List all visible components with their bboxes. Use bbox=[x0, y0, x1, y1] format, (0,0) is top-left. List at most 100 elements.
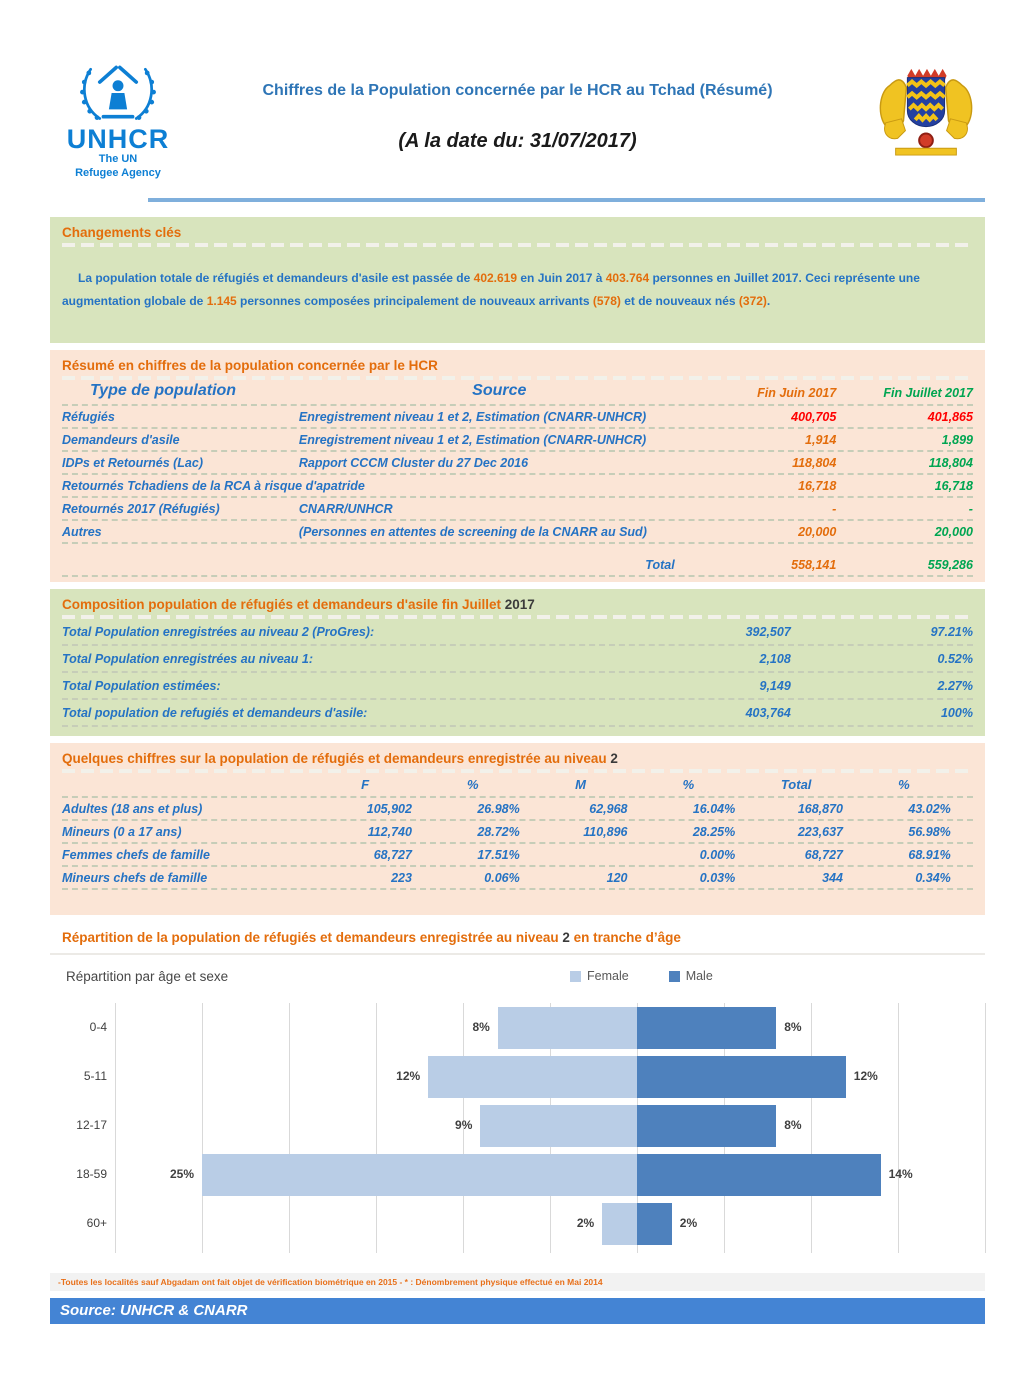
summary-table: Type de population Source Fin Juin 2017 … bbox=[62, 380, 973, 577]
cell-source: (Personnes en attentes de screening de l… bbox=[298, 525, 647, 539]
cell-type: Demandeurs d'asile bbox=[62, 433, 180, 447]
unhcr-emblem-icon bbox=[80, 65, 156, 120]
chart-title: Répartition par âge et sexe bbox=[66, 969, 229, 984]
paragraph-segment: personnes composées principalement de no… bbox=[236, 293, 593, 308]
total-juin: 558,141 bbox=[791, 558, 837, 572]
paragraph-segment: 402.619 bbox=[473, 271, 518, 285]
cell-value: 223,637 bbox=[797, 825, 844, 839]
header-divider bbox=[148, 198, 985, 202]
cell-value: 112,740 bbox=[367, 825, 412, 839]
summary-table-row: Retournés Tchadiens de la RCA à risque d… bbox=[62, 475, 973, 498]
figures-col-header: % bbox=[682, 777, 695, 792]
legend-label-male: Male bbox=[685, 969, 713, 983]
title-number: 2 bbox=[562, 930, 570, 945]
bar-male bbox=[637, 1104, 777, 1147]
figures-row: Mineurs (0 a 17 ans) 112,740 28.72% 110,896… bbox=[62, 821, 973, 844]
section-title: Changements clés bbox=[62, 225, 182, 240]
figures-col-header: % bbox=[898, 777, 910, 792]
summary-table-row: Demandeurs d'asile Enregistrement niveau … bbox=[62, 429, 973, 452]
logo-subtitle-2: Refugee Agency bbox=[75, 166, 161, 179]
title-number: 2 bbox=[610, 751, 618, 766]
cell-value: 0.03% bbox=[699, 871, 736, 885]
bar-label-male: 2% bbox=[679, 1215, 698, 1230]
cell-type: Retournés 2017 (Réfugiés) bbox=[62, 502, 220, 516]
cell-value: 9,149 bbox=[759, 679, 791, 693]
section-repartition-title: Répartition de la population de réfugiés… bbox=[50, 924, 985, 955]
cell-value: 2,108 bbox=[759, 652, 791, 666]
cell-type: IDPs et Retournés (Lac) bbox=[62, 456, 204, 470]
cell-value: 120 bbox=[606, 871, 628, 885]
cell-percent: 0.52% bbox=[937, 652, 973, 666]
cell-value: 110,896 bbox=[583, 825, 628, 839]
cell-percent: 100% bbox=[940, 706, 973, 720]
figures-table-body: Adultes (18 ans et plus) 105,902 26.98% 62,… bbox=[62, 798, 973, 890]
male-swatch-icon bbox=[668, 970, 680, 982]
bar-female bbox=[602, 1202, 637, 1245]
cell-label: Total Population estimées: bbox=[62, 679, 221, 693]
grid-line bbox=[463, 1003, 464, 1253]
category-label: 60+ bbox=[86, 1215, 107, 1230]
cell-value: 223 bbox=[391, 871, 412, 885]
bar-female bbox=[202, 1153, 637, 1196]
cell-label: Femmes chefs de famille bbox=[62, 848, 210, 862]
category-label: 18-59 bbox=[76, 1166, 107, 1181]
cell-value: 16.04% bbox=[692, 802, 736, 816]
bar-female bbox=[480, 1104, 637, 1147]
col-header-spacer bbox=[62, 777, 326, 792]
document-page: UNHCR The UN Refugee Agency Chiffres de … bbox=[50, 60, 986, 1324]
figures-row: Femmes chefs de famille 68,727 17.51% 0.00%… bbox=[62, 844, 973, 867]
grid-line bbox=[202, 1003, 203, 1253]
paragraph-segment: (372) bbox=[738, 293, 767, 308]
legend-item-male: Male bbox=[668, 969, 713, 983]
female-swatch-icon bbox=[570, 970, 581, 982]
cell-percent: 2.27% bbox=[937, 679, 973, 693]
cell-value: 105,902 bbox=[366, 802, 412, 816]
bar-female bbox=[428, 1055, 637, 1098]
col-header-type: Type de population bbox=[90, 382, 237, 399]
cell-value: 26.98% bbox=[477, 802, 520, 816]
bar-label-female: 9% bbox=[455, 1117, 473, 1132]
figures-row: Adultes (18 ans et plus) 105,902 26.98% 62,… bbox=[62, 798, 973, 821]
col-header-juillet: Fin Juillet 2017 bbox=[883, 386, 973, 400]
grid-line bbox=[898, 1003, 899, 1253]
document-header: UNHCR The UN Refugee Agency Chiffres de … bbox=[50, 60, 985, 210]
grid-line bbox=[376, 1003, 377, 1253]
paragraph-segment: (578) bbox=[592, 293, 621, 308]
chart-plot-area: 0-4 8% 8% 5-11 12% 12% 12-17 9% 8% 18-59 25% 14% 60+… bbox=[76, 1003, 986, 1253]
dashed-divider bbox=[62, 769, 973, 773]
cell-value: 168,870 bbox=[797, 802, 844, 816]
grid-line bbox=[811, 1003, 812, 1253]
cell-value: 28.72% bbox=[477, 825, 520, 839]
summary-table-row: Réfugiés Enregistrement niveau 1 et 2, Es… bbox=[62, 406, 973, 429]
figures-col-header: Total bbox=[780, 777, 812, 792]
header-titles: Chiffres de la Population concernée par … bbox=[200, 82, 835, 153]
paragraph-segment: La population totale de réfugiés et dema… bbox=[78, 271, 474, 285]
summary-total-row: Total 558,141 559,286 bbox=[62, 554, 973, 577]
cell-value: 56.98% bbox=[908, 825, 951, 839]
cell-source: Enregistrement niveau 1 et 2, Estimation… bbox=[298, 410, 647, 424]
cell-value: 403,764 bbox=[745, 706, 791, 720]
cell-label: Mineurs chefs de famille bbox=[62, 871, 208, 885]
grid-line bbox=[115, 1003, 116, 1253]
cell-value: 0.00% bbox=[699, 848, 736, 862]
total-label: Total bbox=[645, 558, 675, 572]
cell-fin-juin: 20,000 bbox=[798, 525, 837, 539]
category-label: 0-4 bbox=[89, 1019, 107, 1034]
cell-value: 62,968 bbox=[589, 802, 628, 816]
cell-value: 68,727 bbox=[373, 848, 412, 862]
page-title: Chiffres de la Population concernée par … bbox=[262, 82, 773, 99]
cell-fin-juin: 118,804 bbox=[792, 456, 837, 470]
cell-value: 0.06% bbox=[484, 871, 520, 885]
bar-label-male: 14% bbox=[888, 1166, 913, 1181]
cell-fin-juin: 16,718 bbox=[798, 479, 837, 493]
cell-label: Total Population enregistrées au niveau … bbox=[62, 652, 313, 666]
col-header-source: Source bbox=[472, 382, 527, 399]
cell-type: Réfugiés bbox=[62, 410, 115, 424]
cell-fin-juin: 400,705 bbox=[791, 410, 837, 424]
figures-col-header: % bbox=[467, 777, 479, 792]
figures-col-header: M bbox=[575, 777, 587, 792]
section-changements-cles: Changements clés La population totale de… bbox=[50, 217, 985, 343]
figures-table-header: F% M% Total% bbox=[62, 773, 973, 798]
cell-value: 17.51% bbox=[477, 848, 520, 862]
summary-table-row: Retournés 2017 (Réfugiés) CNARR/UNHCR - - bbox=[62, 498, 973, 521]
